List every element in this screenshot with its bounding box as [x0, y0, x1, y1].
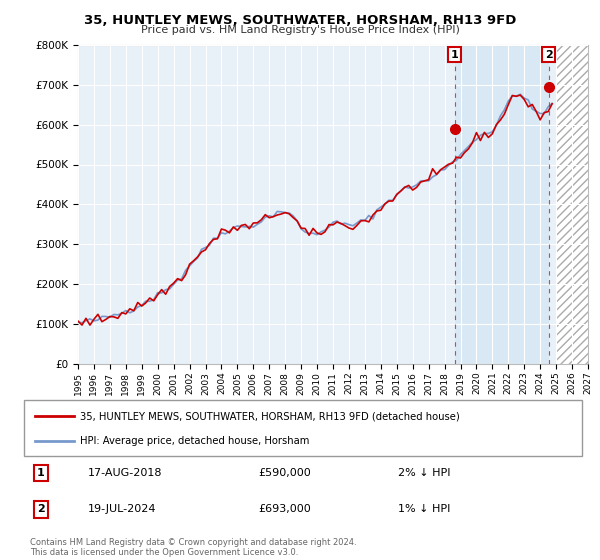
Text: 1% ↓ HPI: 1% ↓ HPI — [398, 505, 450, 515]
Text: 1: 1 — [37, 468, 44, 478]
Text: 35, HUNTLEY MEWS, SOUTHWATER, HORSHAM, RH13 9FD (detached house): 35, HUNTLEY MEWS, SOUTHWATER, HORSHAM, R… — [80, 411, 460, 421]
Text: Price paid vs. HM Land Registry's House Price Index (HPI): Price paid vs. HM Land Registry's House … — [140, 25, 460, 35]
Bar — [455, 45, 549, 364]
Text: £693,000: £693,000 — [259, 505, 311, 515]
Text: HPI: Average price, detached house, Horsham: HPI: Average price, detached house, Hors… — [80, 436, 309, 446]
Text: 2% ↓ HPI: 2% ↓ HPI — [398, 468, 451, 478]
Text: Contains HM Land Registry data © Crown copyright and database right 2024.
This d: Contains HM Land Registry data © Crown c… — [30, 538, 356, 557]
Text: 17-AUG-2018: 17-AUG-2018 — [88, 468, 163, 478]
Text: £590,000: £590,000 — [259, 468, 311, 478]
Bar — [556, 45, 588, 364]
Text: 2: 2 — [37, 505, 44, 515]
Text: 35, HUNTLEY MEWS, SOUTHWATER, HORSHAM, RH13 9FD: 35, HUNTLEY MEWS, SOUTHWATER, HORSHAM, R… — [84, 14, 516, 27]
FancyBboxPatch shape — [24, 400, 582, 456]
Text: 19-JUL-2024: 19-JUL-2024 — [88, 505, 157, 515]
Text: 1: 1 — [451, 50, 458, 59]
Text: 2: 2 — [545, 50, 553, 59]
